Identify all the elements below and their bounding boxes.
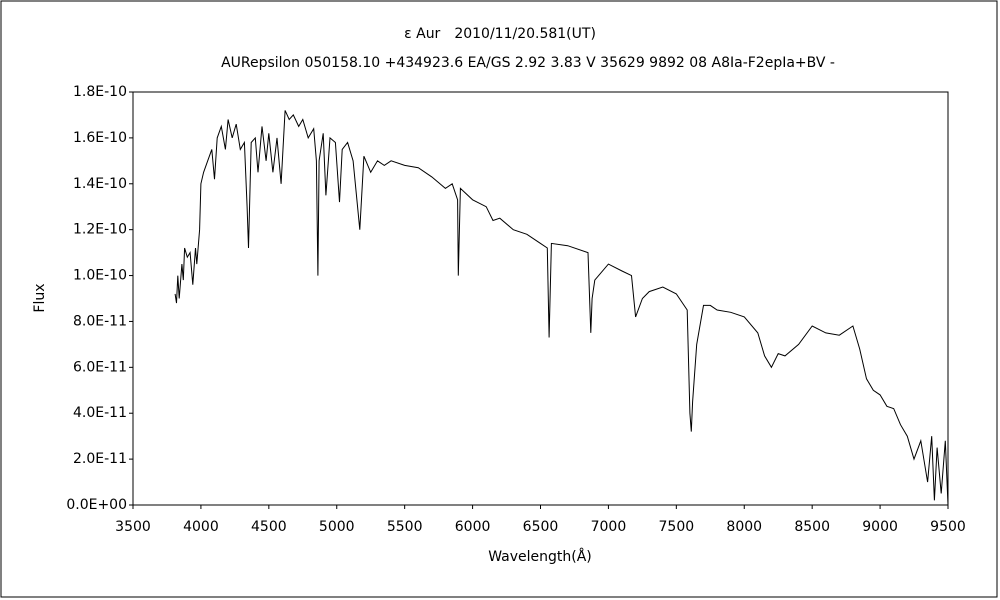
y-tick-label: 1.0E-10 [73,268,127,284]
x-tick-label: 5500 [387,519,423,535]
x-tick-label: 7000 [591,519,627,535]
x-tick-label: 3500 [115,519,151,535]
chart-title: ε Aur 2010/11/20.581(UT) [404,26,596,42]
x-tick-label: 6000 [455,519,491,535]
x-tick-label: 7500 [659,519,695,535]
x-tick-label: 8500 [794,519,830,535]
y-tick-label: 1.6E-10 [73,130,127,146]
x-tick-label: 8000 [726,519,762,535]
x-tick-label: 9500 [930,519,966,535]
x-tick-label: 6500 [523,519,559,535]
y-tick-label: 8.0E-11 [73,313,127,329]
y-tick-label: 1.2E-10 [73,222,127,238]
y-tick-label: 1.8E-10 [73,84,127,100]
y-axis-label: Flux [32,283,48,312]
y-tick-label: 1.4E-10 [73,176,127,192]
x-tick-label: 5000 [319,519,355,535]
x-tick-label: 9000 [862,519,898,535]
y-tick-label: 6.0E-11 [73,359,127,375]
y-tick-label: 0.0E+00 [66,497,127,513]
chart-subtitle: AURepsilon 050158.10 +434923.6 EA/GS 2.9… [221,55,835,71]
x-axis-label: Wavelength(Å) [488,548,592,565]
x-tick-label: 4000 [183,519,219,535]
y-tick-label: 4.0E-11 [73,405,127,421]
spectrum-line [174,110,949,506]
y-tick-label: 2.0E-11 [73,451,127,467]
x-tick-label: 4500 [251,519,287,535]
